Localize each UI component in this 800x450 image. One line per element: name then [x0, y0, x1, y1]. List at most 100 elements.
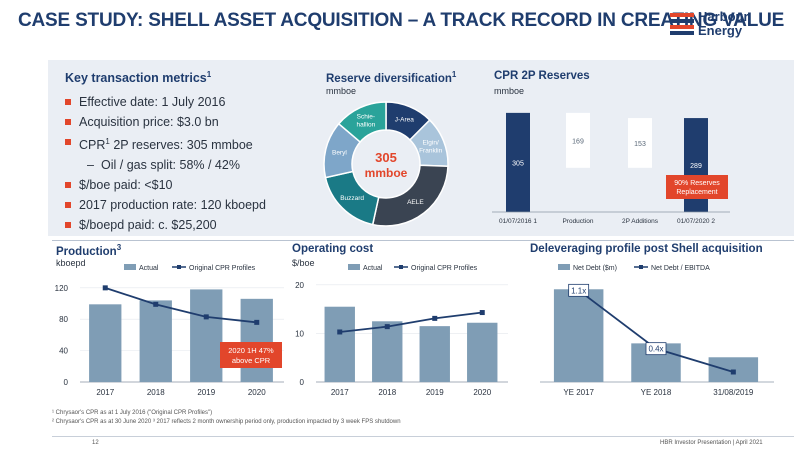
y-tick-label: 80 [59, 315, 68, 324]
donut-center-unit: mmboe [365, 166, 408, 180]
cpr-tick-label: 2P Additions [622, 218, 659, 225]
cpr-callout-box [666, 175, 728, 199]
x-tick-label: YE 2018 [641, 388, 672, 397]
cpr-waterfall-chart: 305 01/07/2016 1 169 Production 153 2P Additi… [492, 112, 730, 225]
legend-label: Net Debt / EBITDA [651, 265, 710, 272]
donut-slice-label: Schie-hallion [356, 113, 375, 128]
footnote-1: ¹ Chrysaor's CPR as at 1 July 2016 ("Ori… [52, 410, 213, 416]
metric-text: $/boepd paid: c. $25,200 [79, 218, 217, 233]
donut-center-value: 305 [375, 150, 397, 165]
x-tick-label: 2020 [248, 388, 266, 397]
reserve-donut-chart: J-Area Elgin/Franklin AELE Buzzard Beryl Schi… [323, 101, 449, 227]
y-tick-label: 10 [295, 329, 304, 338]
metrics-heading: Key transaction metrics1 [65, 70, 211, 85]
legend-label: Actual [363, 265, 383, 272]
metric-text: Oil / gas split: 58% / 42% [101, 158, 240, 173]
bar [372, 321, 403, 382]
line-series [104, 286, 257, 324]
cpr-bar-label: 305 [512, 160, 524, 167]
bar [190, 289, 223, 382]
cpr-tick-label: Production [562, 218, 593, 225]
bar [89, 304, 122, 382]
donut-slice [337, 101, 387, 144]
metrics-heading-text: Key transaction metrics [65, 71, 207, 86]
line-marker [337, 329, 343, 335]
deleverage-chart: YE 2017 YE 2018 31/08/2019 Net Debt ($m) Net… [540, 264, 774, 397]
bullet-icon [65, 119, 71, 125]
footer-line [52, 436, 794, 437]
bar [240, 298, 273, 382]
bullet-icon [65, 139, 71, 145]
metric-prefix: CPR [79, 138, 106, 153]
ratio-label-box [645, 342, 667, 356]
bar [467, 322, 498, 382]
metric-item: Effective date: 1 July 2016 [65, 92, 266, 112]
legend-label: Original CPR Profiles [189, 265, 256, 272]
y-tick-label: 40 [59, 347, 68, 356]
ratio-label: 0.4x [648, 345, 663, 354]
cpr-bar-label: 153 [634, 141, 646, 148]
legend-label: Actual [139, 265, 159, 272]
bar [419, 326, 450, 382]
x-tick-label: 2018 [378, 388, 396, 397]
deleverage-title: Deleveraging profile post Shell acquisit… [530, 243, 763, 255]
cpr-unit: mmboe [494, 86, 525, 96]
metric-text: Effective date: 1 July 2016 [79, 95, 226, 109]
x-tick-label: 31/08/2019 [713, 388, 754, 397]
line-marker [384, 324, 390, 330]
y-tick-label: 0 [300, 378, 305, 387]
cpr-tick-label: 01/07/2016 1 [499, 218, 537, 225]
line-series [339, 311, 483, 333]
ratio-label-box [568, 283, 590, 297]
production-chart: 0 40 80 120 2017 2018 2019 2020 Actual Original C… [55, 264, 284, 397]
section-divider [52, 240, 794, 241]
presentation-label: HBR Investor Presentation | April 2021 [660, 440, 763, 446]
metric-item: 2017 production rate: 120 kboepd [65, 195, 266, 215]
metric-item: – Oil / gas split: 58% / 42% [65, 155, 266, 175]
metric-item: $/boepd paid: c. $25,200 [65, 215, 266, 235]
page-number: 12 [92, 440, 99, 446]
bullet-icon [65, 182, 71, 189]
cpr-tick-label: 01/07/2020 2 [677, 218, 715, 225]
metrics-heading-sup: 1 [206, 70, 212, 79]
x-tick-label: 2020 [473, 388, 491, 397]
bar [324, 306, 355, 382]
opcost-unit: $/boe [292, 258, 315, 268]
legend-marker [399, 265, 403, 269]
metric-text: 2P reserves: 305 mmboe [109, 138, 253, 153]
legend-marker [639, 265, 643, 269]
cpr-callout-line2: Replacement [676, 189, 717, 196]
line-marker [203, 314, 209, 320]
legend-swatch-bar [558, 264, 570, 270]
production-callout-box [220, 342, 282, 368]
donut-slice-label: Buzzard [340, 195, 364, 202]
production-callout-line1: 2020 1H 47% [228, 346, 274, 355]
x-tick-label: 2019 [426, 388, 444, 397]
metric-text: Acquisition price: $3.0 bn [79, 115, 219, 129]
y-tick-label: 0 [64, 378, 69, 387]
opcost-chart: 0 10 20 2017 2018 2019 2020 Actual Original CPR … [295, 264, 508, 397]
bullet-icon [65, 202, 71, 209]
harbour-energy-logo: Harbour Energy [670, 8, 790, 44]
line-marker [102, 285, 108, 291]
x-tick-label: 2017 [96, 388, 114, 397]
legend-marker [177, 265, 181, 269]
cpr-bar-label: 289 [690, 163, 702, 170]
line-marker [730, 369, 736, 375]
y-tick-label: 120 [55, 284, 69, 293]
bullet-icon [65, 222, 71, 229]
cpr-bar [566, 112, 590, 168]
metric-item: Acquisition price: $3.0 bn [65, 112, 266, 132]
legend-swatch-bar [348, 264, 360, 270]
cpr-callout-line1: 90% Reserves [674, 180, 720, 187]
cpr-title: CPR 2P Reserves [494, 70, 590, 82]
metric-item: $/boe paid: <$10 [65, 175, 266, 195]
cpr-bar [506, 112, 530, 212]
production-callout-line2: above CPR [232, 356, 271, 365]
donut-slice-label: AELE [407, 199, 424, 206]
reserve-div-title-sup: 1 [451, 70, 457, 79]
reserve-div-unit: mmboe [326, 86, 357, 96]
x-tick-label: 2018 [147, 388, 165, 397]
page-title: CASE STUDY: SHELL ASSET ACQUISITION – A … [18, 10, 785, 31]
x-tick-label: YE 2017 [563, 388, 594, 397]
